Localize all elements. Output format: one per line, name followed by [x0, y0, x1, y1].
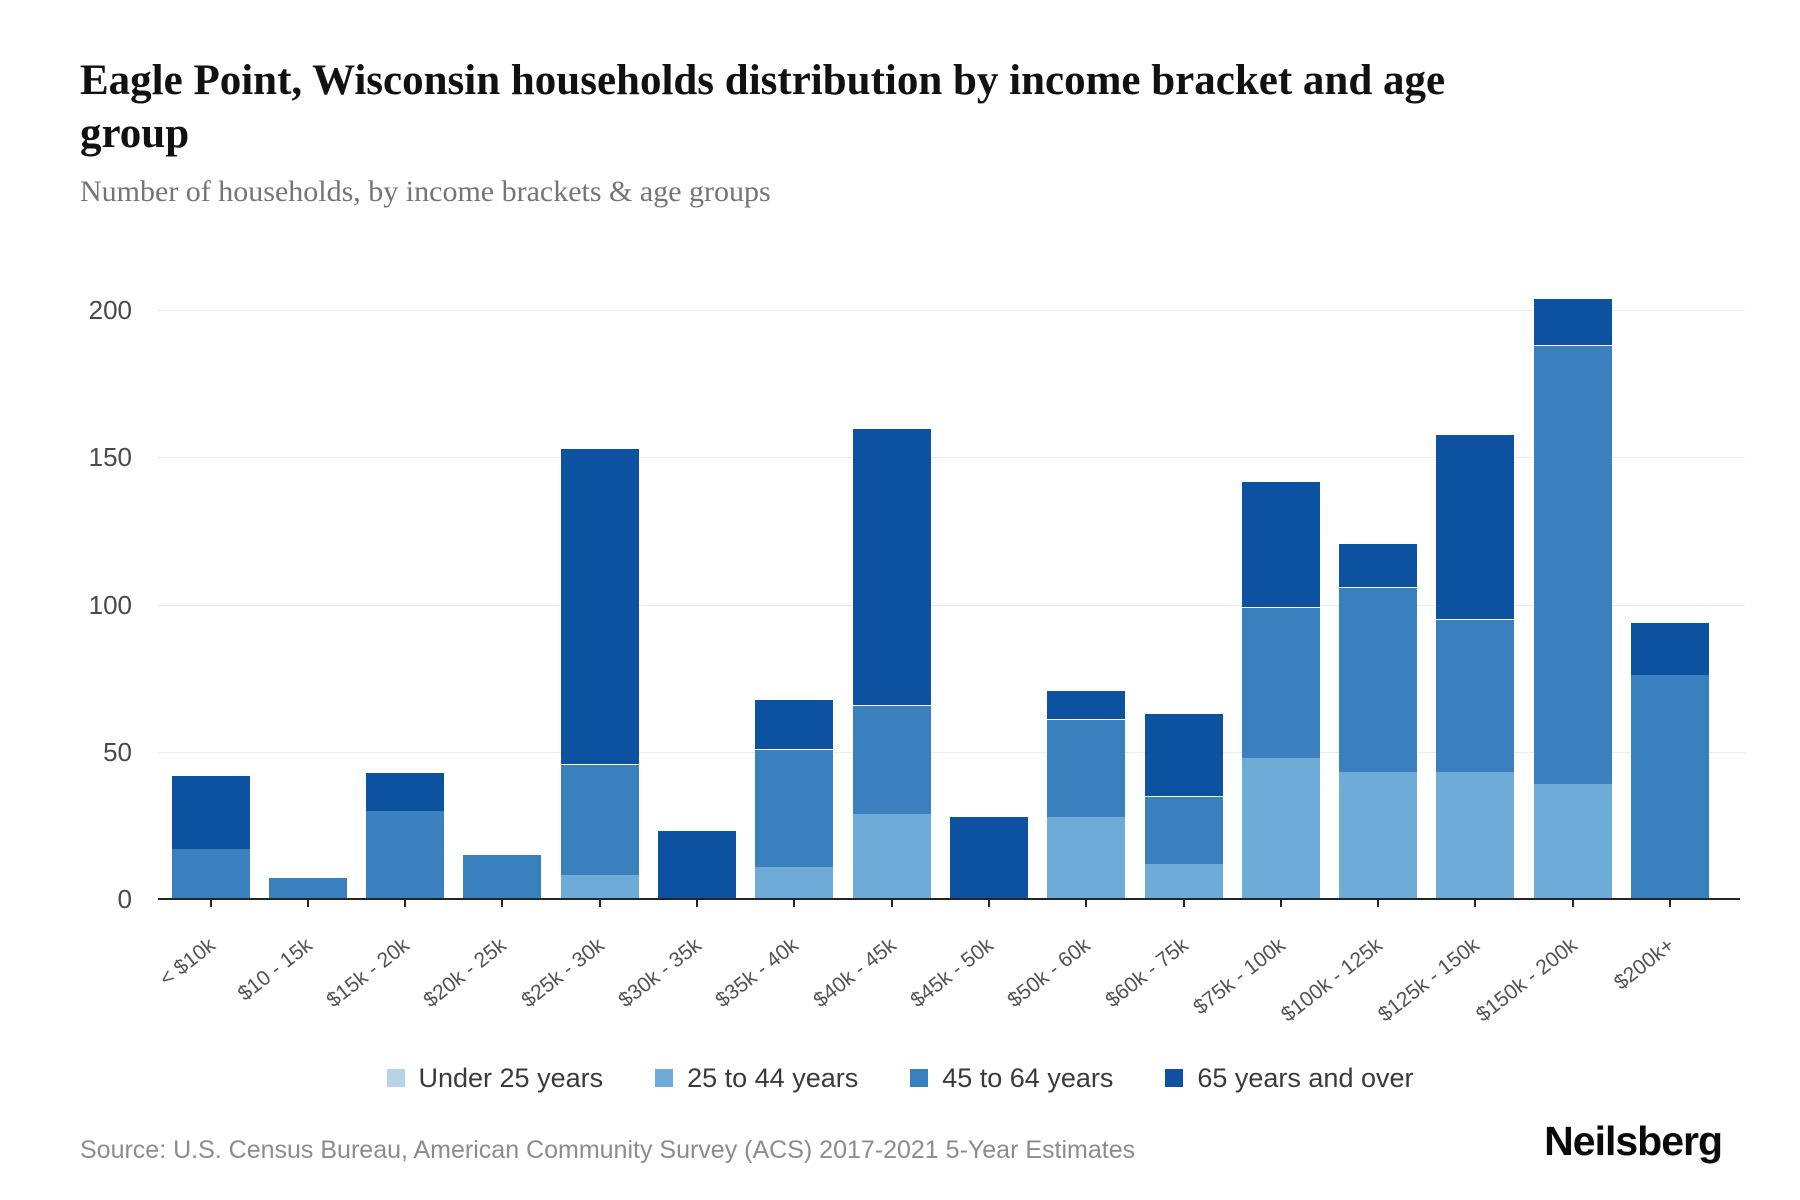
bar-segment-45-to-64-years — [560, 763, 639, 876]
bar--10-15k — [268, 0, 347, 899]
gridline-y-100 — [158, 604, 1745, 606]
bar--25k-30k — [560, 0, 639, 899]
legend-label: 65 years and over — [1197, 1062, 1414, 1093]
bar-segment-65-years-and-over — [658, 831, 736, 899]
bar-segment-45-to-64-years — [268, 878, 347, 899]
x-axis-tick — [696, 900, 698, 907]
bar-segment-65-years-and-over — [1631, 622, 1709, 676]
bar-segment-25-to-44-years — [1144, 863, 1223, 899]
y-axis-tick-label: 0 — [117, 884, 132, 914]
legend-item-65-years-and-over: 65 years and over — [1165, 1062, 1414, 1094]
x-axis-tick — [306, 900, 309, 907]
bar--45k-50k — [949, 0, 1028, 899]
x-axis-tick — [890, 900, 893, 907]
brand-logo: Neilsberg — [1544, 1118, 1723, 1164]
bar-segment-25-to-44-years — [1436, 772, 1515, 899]
legend-swatch-icon — [386, 1069, 405, 1087]
bar-segment-65-years-and-over — [171, 775, 250, 849]
bar-segment-45-to-64-years — [171, 848, 250, 899]
bar-segment-25-to-44-years — [852, 813, 931, 899]
bar--20k-25k — [463, 0, 542, 899]
bar--15k-20k — [366, 0, 445, 899]
source-note: Source: U.S. Census Bureau, American Com… — [80, 1136, 1136, 1164]
x-axis-tick — [987, 900, 990, 907]
x-axis-tick — [793, 900, 796, 907]
legend-label: 45 to 64 years — [942, 1062, 1114, 1093]
x-axis-tick — [1377, 900, 1380, 907]
bar-segment-65-years-and-over — [1533, 298, 1612, 346]
bar--125k-150k — [1436, 0, 1515, 899]
gridline-y-150 — [158, 457, 1745, 459]
legend-label: 25 to 44 years — [687, 1062, 859, 1093]
x-axis-tick — [209, 900, 212, 907]
bar-segment-65-years-and-over — [1339, 542, 1418, 587]
bar-segment-45-to-64-years — [1533, 345, 1612, 785]
bar--10k — [171, 0, 250, 899]
y-axis-tick-label: 150 — [88, 442, 132, 473]
y-axis-tick-label: 50 — [103, 736, 132, 767]
bar-segment-25-to-44-years — [1339, 772, 1418, 899]
bar-segment-45-to-64-years — [1047, 719, 1126, 817]
bar-segment-25-to-44-years — [1533, 784, 1612, 899]
bar-segment-65-years-and-over — [1241, 480, 1320, 608]
bar-segment-65-years-and-over — [1047, 689, 1126, 720]
x-axis-tick — [1182, 900, 1185, 907]
legend-item-45-to-64-years: 45 to 64 years — [910, 1063, 1113, 1094]
chart-subtitle: Number of households, by income brackets… — [80, 175, 771, 208]
bar-segment-25-to-44-years — [1047, 816, 1126, 899]
bar-segment-65-years-and-over — [366, 772, 445, 811]
x-axis-tick — [1474, 900, 1477, 907]
chart-title: Eagle Point, Wisconsin households distri… — [80, 57, 1446, 157]
bar--75k-100k — [1241, 0, 1320, 899]
legend-item-under-25-years: Under 25 years — [386, 1062, 604, 1094]
bar-segment-45-to-64-years — [1631, 675, 1709, 899]
x-axis-tick — [1669, 900, 1671, 907]
legend-swatch-icon — [1165, 1069, 1184, 1087]
x-axis-tick — [404, 900, 407, 907]
bar-segment-45-to-64-years — [1241, 607, 1320, 758]
bar-segment-25-to-44-years — [560, 875, 639, 899]
bar-segment-45-to-64-years — [852, 704, 931, 814]
bar-segment-65-years-and-over — [560, 448, 639, 764]
bar-segment-65-years-and-over — [852, 427, 931, 705]
x-axis-line — [158, 898, 1740, 900]
bar-segment-65-years-and-over — [1436, 433, 1515, 620]
legend-swatch-icon — [910, 1069, 929, 1087]
y-axis-tick-label: 200 — [88, 295, 132, 325]
x-axis-tick — [1085, 900, 1088, 907]
bar-segment-65-years-and-over — [755, 698, 834, 749]
x-axis-tick — [1279, 900, 1282, 907]
x-axis-tick — [501, 900, 504, 907]
bar--200k- — [1631, 0, 1709, 899]
bar--150k-200k — [1533, 0, 1612, 899]
bar-segment-65-years-and-over — [949, 816, 1028, 899]
bar--30k-35k — [658, 0, 736, 899]
bar--100k-125k — [1339, 0, 1418, 899]
legend: Under 25 years 25 to 44 years 45 to 64 yea… — [0, 1056, 1800, 1100]
bar-segment-65-years-and-over — [1144, 713, 1223, 796]
bar--35k-40k — [755, 0, 834, 899]
gridline-y-200 — [158, 310, 1745, 311]
x-axis-tick — [598, 900, 601, 907]
bar-segment-45-to-64-years — [755, 748, 834, 867]
bar-segment-45-to-64-years — [1144, 795, 1223, 864]
legend-label: Under 25 years — [418, 1062, 604, 1093]
bar--50k-60k — [1047, 0, 1126, 899]
bar-segment-25-to-44-years — [755, 866, 834, 899]
bar-segment-45-to-64-years — [1436, 619, 1515, 773]
bar-segment-45-to-64-years — [366, 810, 445, 899]
bar-segment-45-to-64-years — [1339, 586, 1418, 773]
bar--40k-45k — [852, 0, 931, 899]
bar-segment-45-to-64-years — [463, 854, 542, 899]
y-axis-tick-label: 100 — [88, 589, 132, 620]
gridline-y-50 — [158, 751, 1745, 753]
legend-item-25-to-44-years: 25 to 44 years — [655, 1063, 858, 1094]
x-axis-tick — [1571, 900, 1574, 907]
legend-swatch-icon — [655, 1069, 674, 1087]
bar--60k-75k — [1144, 0, 1223, 899]
bar-segment-25-to-44-years — [1241, 757, 1320, 899]
